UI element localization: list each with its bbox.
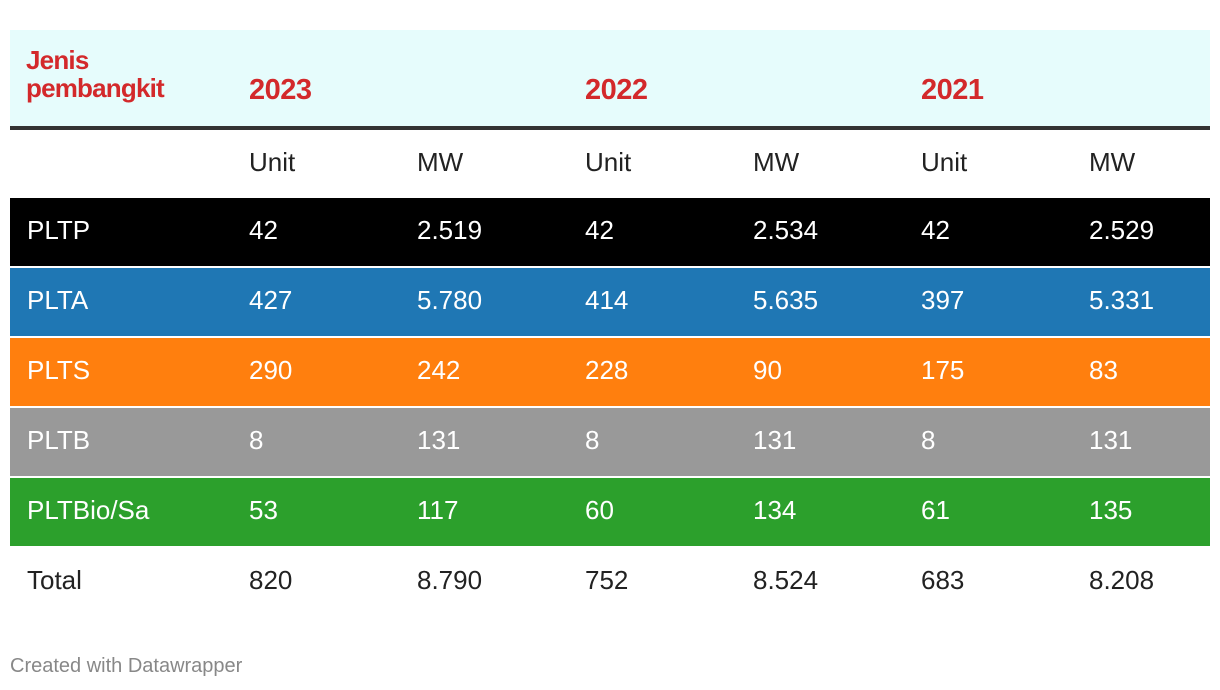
cell-label: PLTA xyxy=(27,285,89,315)
subheader-mw: MW xyxy=(1089,147,1136,177)
table-row: PLTA 427 5.780 414 5.635 397 5.331 xyxy=(10,268,1210,336)
cell-value: 131 xyxy=(1089,425,1133,455)
table-row: PLTP 42 2.519 42 2.534 42 2.529 xyxy=(10,198,1210,266)
cell-value: 683 xyxy=(921,565,965,595)
subheader-unit: Unit xyxy=(249,147,296,177)
subheader-unit: Unit xyxy=(585,147,632,177)
table-body: PLTP 42 2.519 42 2.534 42 2.529 PLTA 427 5.780 414… xyxy=(10,198,1210,546)
table-row: PLTBio/Sa 53 117 60 134 61 135 xyxy=(10,478,1210,546)
subheader-mw: MW xyxy=(753,147,800,177)
cell-label: PLTBio/Sa xyxy=(27,495,150,525)
header-year-2022: 2022 xyxy=(585,74,648,106)
cell-value: 131 xyxy=(753,425,797,455)
cell-value: 2.534 xyxy=(753,215,819,245)
cell-label: PLTP xyxy=(27,215,91,245)
cell-value: 5.635 xyxy=(753,285,819,315)
cell-label: Total xyxy=(27,565,82,595)
cell-value: 427 xyxy=(249,285,293,315)
cell-value: 8.524 xyxy=(753,565,819,595)
cell-value: 5.780 xyxy=(417,285,483,315)
subheader-mw: MW xyxy=(417,147,464,177)
cell-value: 134 xyxy=(753,495,797,525)
cell-value: 131 xyxy=(417,425,461,455)
cell-value: 2.519 xyxy=(417,215,483,245)
data-table: Jenis pembangkit 2023 2022 2021 Unit MW … xyxy=(10,30,1210,618)
cell-value: 8 xyxy=(585,425,600,455)
cell-value: 117 xyxy=(417,495,459,525)
header-jenis-line2: pembangkit xyxy=(26,73,165,103)
cell-value: 90 xyxy=(753,355,782,385)
cell-value: 242 xyxy=(417,355,461,385)
cell-value: 60 xyxy=(585,495,614,525)
cell-value: 414 xyxy=(585,285,629,315)
cell-value: 5.331 xyxy=(1089,285,1155,315)
header-year-2021: 2021 xyxy=(921,74,984,106)
cell-value: 42 xyxy=(921,215,950,245)
cell-value: 83 xyxy=(1089,355,1118,385)
cell-value: 135 xyxy=(1089,495,1133,525)
cell-value: 8.208 xyxy=(1089,565,1155,595)
subheader-unit: Unit xyxy=(921,147,968,177)
table-header: Jenis pembangkit 2023 2022 2021 xyxy=(10,30,1210,130)
cell-label: PLTB xyxy=(27,425,91,455)
cell-value: 8.790 xyxy=(417,565,483,595)
header-jenis-pembangkit: Jenis pembangkit xyxy=(26,45,165,103)
table-row: PLTB 8 131 8 131 8 131 xyxy=(10,408,1210,476)
table-subheader: Unit MW Unit MW Unit MW xyxy=(10,130,1210,198)
cell-value: 8 xyxy=(249,425,264,455)
cell-value: 752 xyxy=(585,565,629,595)
table-row-total: Total 820 8.790 752 8.524 683 8.208 xyxy=(10,548,1210,616)
table-row: PLTS 290 242 228 90 175 83 xyxy=(10,338,1210,406)
cell-value: 2.529 xyxy=(1089,215,1155,245)
cell-label: PLTS xyxy=(27,355,91,385)
cell-value: 397 xyxy=(921,285,965,315)
cell-value: 42 xyxy=(585,215,614,245)
cell-value: 53 xyxy=(249,495,278,525)
cell-value: 175 xyxy=(921,355,965,385)
cell-value: 820 xyxy=(249,565,293,595)
cell-value: 290 xyxy=(249,355,293,385)
cell-value: 42 xyxy=(249,215,278,245)
cell-value: 8 xyxy=(921,425,936,455)
header-jenis-line1: Jenis xyxy=(26,45,89,75)
cell-value: 61 xyxy=(921,495,950,525)
footer-credit: Created with Datawrapper xyxy=(10,655,243,677)
cell-value: 228 xyxy=(585,355,629,385)
header-year-2023: 2023 xyxy=(249,74,312,106)
